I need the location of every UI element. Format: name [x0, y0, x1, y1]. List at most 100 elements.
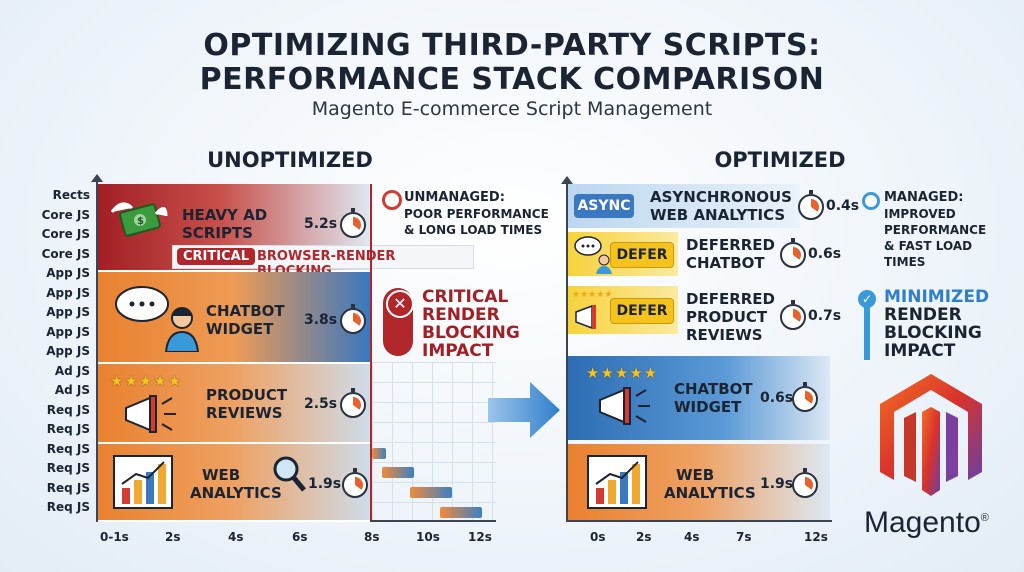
- stopwatch-icon: [798, 190, 824, 220]
- stopwatch-icon: [780, 238, 806, 268]
- y-tick-label: App JS: [46, 305, 90, 319]
- magento-logo-icon: [880, 374, 982, 496]
- y-tick-label: Req JS: [46, 422, 90, 436]
- defer-tag: DEFER: [610, 242, 674, 268]
- managed-dot-icon: [862, 192, 880, 210]
- y-tick-label: Rects: [52, 188, 90, 202]
- async-tag: ASYNC: [574, 194, 634, 218]
- row-label: HEAVY AD SCRIPTS: [182, 206, 268, 242]
- row-label: WEB ANALYTICS: [664, 466, 756, 502]
- y-tick-label: App JS: [46, 285, 90, 300]
- check-icon: ✓: [858, 290, 876, 308]
- y-tick-label: Core JS: [41, 246, 90, 261]
- y-axis: [96, 180, 98, 522]
- load-time: 1.9s: [308, 476, 342, 492]
- opt-y-axis-arrow: [561, 176, 573, 184]
- opt-y-axis: [566, 182, 568, 522]
- unoptimized-heading: UNOPTIMIZED: [207, 148, 373, 172]
- row-label: CHATBOT WIDGET: [674, 380, 753, 416]
- x-tick-label: 12s: [804, 530, 828, 544]
- money-wings-icon: $: [110, 202, 168, 237]
- critical-impact-text: CRITICAL RENDER BLOCKING IMPACT: [422, 287, 520, 361]
- load-time: 0.4s: [826, 198, 860, 214]
- magento-wordmark: Magento®: [864, 506, 989, 539]
- row-web-analytics-opt: WEB ANALYTICS 1.9s: [568, 444, 830, 520]
- load-time: 3.8s: [304, 312, 338, 328]
- magnifier-icon: [273, 456, 306, 492]
- x-tick-label: 2s: [165, 530, 181, 544]
- y-tick-label: Req JS: [46, 402, 90, 417]
- row-label: DEFERRED CHATBOT: [686, 236, 775, 272]
- y-tick-label: App JS: [46, 344, 90, 358]
- stars-icon: ★★★★★: [110, 372, 183, 390]
- megaphone-icon: [599, 387, 650, 425]
- y-tick-label: Core JS: [41, 207, 90, 222]
- y-tick-label: Req JS: [46, 480, 90, 495]
- y-tick-label: App JS: [46, 324, 90, 339]
- x-tick-label: 4s: [228, 530, 244, 544]
- critical-banner: CRITICAL BROWSER-RENDER BLOCKING: [172, 245, 474, 279]
- x-tick-label: 10s: [416, 530, 440, 544]
- close-x-icon: ✕: [386, 290, 414, 318]
- x-tick-label: 6s: [292, 530, 308, 544]
- stopwatch-icon: [780, 300, 806, 330]
- waterfall-bar: [382, 467, 414, 478]
- x-tick-label: 4s: [684, 530, 700, 544]
- unmanaged-dot-icon: [382, 190, 402, 210]
- bar-chart-icon: [587, 455, 647, 509]
- opt-x-axis: [566, 520, 832, 522]
- render-block-line: [370, 184, 372, 520]
- bar-chart-icon: [113, 455, 173, 509]
- title-line-2: PERFORMANCE STACK COMPARISON: [199, 62, 825, 97]
- stopwatch-icon: [792, 468, 818, 498]
- managed-legend: MANAGED: IMPROVED PERFORMANCE & FAST LOA…: [884, 190, 987, 269]
- stopwatch-icon: [792, 382, 818, 412]
- megaphone-icon: [575, 304, 596, 330]
- stopwatch-icon: [340, 388, 366, 418]
- chat-person-icon: [115, 286, 200, 352]
- title-line-1: OPTIMIZING THIRD-PARTY SCRIPTS:: [203, 28, 821, 63]
- load-time: 0.7s: [808, 308, 842, 324]
- defer-tag: DEFER: [610, 298, 674, 324]
- x-tick-label: 0-1s: [100, 530, 129, 544]
- row-label: PRODUCT REVIEWS: [206, 386, 288, 422]
- load-time: 5.2s: [304, 216, 338, 232]
- row-label: DEFERRED PRODUCT REVIEWS: [686, 290, 775, 344]
- critical-badge: CRITICAL: [177, 248, 255, 265]
- y-tick-label: Req JS: [46, 500, 90, 514]
- stars-icon: ★★★★★: [572, 290, 613, 300]
- stars-icon: ★★★★★: [586, 364, 659, 382]
- x-tick-label: 2s: [636, 530, 652, 544]
- row-product-reviews: ★★★★★ PRODUCT REVIEWS 2.5s: [98, 364, 370, 444]
- row-web-analytics: WEB ANALYTICS 1.9s: [98, 444, 370, 522]
- subtitle: Magento E-commerce Script Management: [311, 98, 713, 120]
- y-tick-label: Ad JS: [54, 383, 90, 397]
- y-tick-label: Ad JS: [54, 363, 90, 378]
- stopwatch-icon: [340, 304, 366, 334]
- waterfall-bar: [440, 507, 482, 518]
- row-chatbot-widget-opt: ★★★★★ CHATBOT WIDGET 0.6s: [568, 356, 830, 440]
- minimized-impact-bar: [864, 306, 870, 360]
- load-time: 0.6s: [808, 246, 842, 262]
- unmanaged-legend: UNMANAGED: POOR PERFORMANCE & LONG LOAD …: [404, 190, 549, 237]
- x-tick-label: 7s: [736, 530, 752, 544]
- waterfall-bar: [410, 487, 452, 498]
- x-tick-label: 8s: [364, 530, 380, 544]
- row-label: WEB ANALYTICS: [190, 466, 282, 502]
- megaphone-icon: [125, 395, 176, 433]
- row-chatbot-widget: CHATBOT WIDGET 3.8s: [98, 272, 370, 364]
- x-tick-label: 12s: [468, 530, 492, 544]
- arrow-right-icon: [488, 382, 560, 438]
- minimized-impact-text: MINIMIZED RENDER BLOCKING IMPACT: [884, 287, 990, 361]
- stopwatch-icon: [342, 468, 368, 498]
- stopwatch-icon: [340, 208, 366, 238]
- row-label: ASYNCHRONOUS WEB ANALYTICS: [650, 188, 792, 224]
- optimized-heading: OPTIMIZED: [714, 148, 846, 172]
- y-tick-label: Req JS: [46, 461, 90, 475]
- waterfall-bar: [372, 448, 386, 459]
- y-tick-label: Core JS: [41, 227, 90, 241]
- y-axis-arrow: [91, 174, 103, 182]
- y-tick-label: Req JS: [46, 441, 90, 456]
- chat-person-icon: [574, 236, 612, 274]
- svg-text:$: $: [137, 216, 144, 227]
